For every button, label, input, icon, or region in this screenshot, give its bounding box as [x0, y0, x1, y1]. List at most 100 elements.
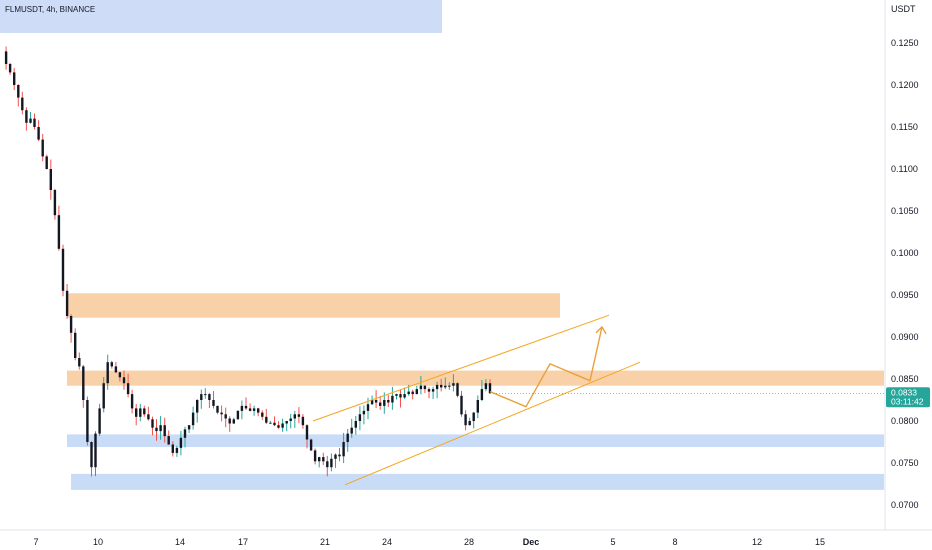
candle-body	[21, 97, 24, 111]
candle-body	[216, 405, 219, 413]
candle-body	[147, 414, 150, 420]
projection-arrowhead	[595, 326, 607, 335]
candle-body	[338, 454, 341, 457]
candle-body	[61, 248, 65, 291]
candle-body	[452, 383, 455, 386]
candle-body	[167, 436, 170, 445]
candle-body	[391, 395, 394, 403]
candle-body	[41, 139, 44, 157]
candle-body	[33, 118, 36, 127]
drawings-layer	[312, 314, 884, 486]
time-tick-month: Dec	[523, 537, 540, 547]
time-tick: 24	[382, 537, 392, 547]
candle-body	[45, 156, 48, 169]
candle-body	[135, 408, 138, 417]
last-price-badge[interactable]: 0.0833 03:11:42	[886, 387, 930, 408]
candle-body	[435, 384, 439, 390]
price-tick: 0.1050	[891, 206, 919, 216]
price-tick: 0.0800	[891, 416, 919, 426]
candle-body	[8, 64, 12, 73]
candle-body	[318, 457, 321, 462]
candle-body	[334, 454, 337, 459]
candle-body	[143, 408, 146, 415]
candle-body	[98, 408, 101, 434]
time-tick: 28	[464, 537, 474, 547]
candle-body	[484, 383, 488, 390]
candle-body	[322, 457, 325, 462]
candle-body	[273, 422, 276, 426]
price-tick: 0.0700	[891, 500, 919, 510]
channel-upper-line	[312, 314, 610, 422]
candle-body	[423, 385, 427, 390]
price-axis-unit: USDT	[891, 4, 916, 14]
candle-body	[17, 85, 20, 98]
symbol-title[interactable]: FLMUSDT, 4h, BINANCE	[5, 5, 95, 14]
zones-layer	[67, 293, 884, 490]
candle-body	[257, 408, 260, 413]
candles-layer	[4, 46, 492, 477]
projection-path	[489, 326, 603, 408]
candle-body	[224, 414, 227, 419]
candle-body	[78, 358, 81, 367]
time-tick: 5	[610, 537, 615, 547]
candle-body	[444, 385, 447, 388]
candle-body	[440, 384, 443, 388]
candle-body	[53, 190, 57, 216]
time-axis-ticks[interactable]: 7 10 14 17 21 24 28 Dec 5 8 12 15	[33, 537, 825, 547]
candle-body	[407, 391, 410, 395]
candle-body	[82, 366, 85, 400]
candle-body	[464, 414, 467, 426]
candle-body	[379, 402, 382, 406]
candle-body	[13, 72, 16, 85]
candle-body	[179, 437, 183, 448]
candle-body	[309, 439, 313, 451]
candle-body	[399, 394, 402, 398]
candle-body	[248, 408, 252, 411]
candle-body	[289, 418, 292, 421]
price-tick: 0.1100	[891, 164, 918, 174]
last-price-value: 0.0833	[891, 387, 917, 397]
candle-body	[228, 418, 231, 424]
price-tick: 0.0900	[891, 332, 919, 342]
candle-body	[236, 410, 240, 420]
candle-body	[387, 400, 390, 403]
candle-body	[171, 444, 174, 453]
candle-body	[354, 421, 357, 428]
candle-body	[395, 394, 398, 396]
candle-body	[212, 400, 215, 406]
candle-body	[232, 419, 235, 424]
candle-body	[90, 442, 93, 468]
price-tick: 0.1200	[891, 80, 919, 90]
supply-zone	[67, 293, 560, 318]
candle-body	[204, 394, 207, 396]
candle-body	[29, 118, 32, 123]
candle-countdown: 03:11:42	[891, 396, 924, 406]
candle-body	[427, 389, 431, 392]
candle-body	[151, 419, 154, 428]
candle-body	[277, 425, 280, 428]
candle-body	[419, 385, 423, 390]
candle-body	[468, 421, 471, 426]
candle-body	[74, 332, 77, 358]
price-tick: 0.0850	[891, 374, 919, 384]
symbol-header-highlight	[0, 0, 442, 33]
candle-body	[37, 127, 40, 140]
candle-body	[411, 391, 414, 395]
price-axis-ticks[interactable]: 0.1250 0.1200 0.1150 0.1100 0.1050 0.100…	[891, 38, 919, 510]
candle-body	[305, 425, 309, 440]
price-tick: 0.1000	[891, 248, 919, 258]
candle-body	[208, 394, 211, 400]
candle-body	[297, 414, 301, 417]
candle-body	[163, 425, 166, 437]
candle-body	[155, 427, 158, 432]
candle-body	[415, 389, 418, 395]
candle-body	[488, 383, 492, 394]
candle-body	[403, 394, 406, 398]
demand-zone	[67, 434, 884, 447]
candle-body	[94, 433, 97, 468]
candle-body	[374, 400, 378, 403]
candle-body	[69, 316, 73, 333]
candle-body	[313, 450, 317, 462]
candle-body	[383, 400, 386, 406]
